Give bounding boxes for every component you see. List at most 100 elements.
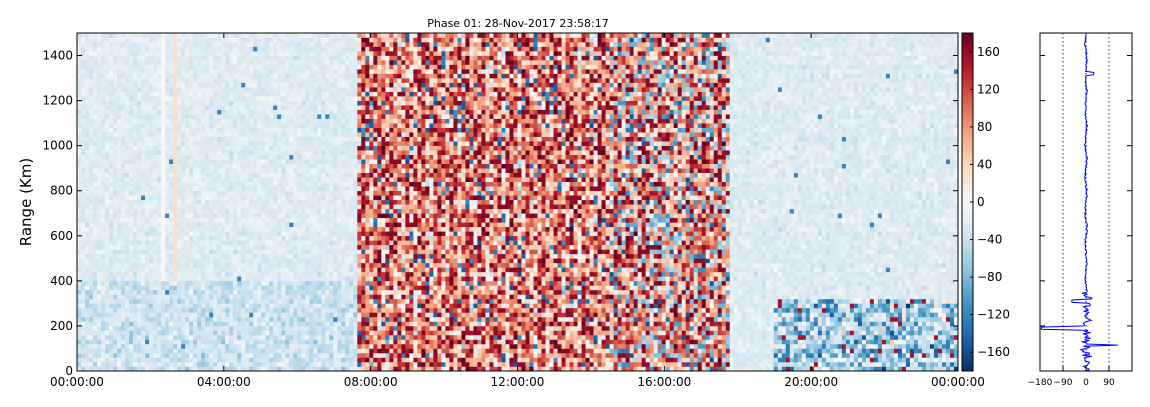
heatmap-cell (97, 128, 101, 133)
heatmap-cell (197, 92, 201, 97)
heatmap-cell (177, 236, 181, 241)
heatmap-cell (197, 173, 201, 178)
heatmap-cell (261, 123, 265, 128)
heatmap-cell (325, 119, 329, 124)
heatmap-cell (241, 155, 245, 160)
heatmap-cell (149, 335, 153, 340)
heatmap-cell (269, 312, 273, 317)
heatmap-cell (237, 87, 241, 92)
heatmap-cell (313, 173, 317, 178)
heatmap-cell (85, 357, 89, 362)
heatmap-cell (293, 258, 297, 263)
heatmap-cell (261, 146, 265, 151)
heatmap-cell (269, 218, 273, 223)
heatmap-cell (157, 240, 161, 245)
heatmap-cell (285, 245, 289, 250)
heatmap-cell (297, 33, 301, 38)
heatmap-cell (205, 146, 209, 151)
heatmap-cell (197, 146, 201, 151)
heatmap-cell (77, 38, 81, 43)
heatmap-cell (305, 38, 309, 43)
heatmap-cell (289, 182, 293, 187)
heatmap-cell (181, 344, 185, 349)
heatmap-cell (281, 353, 285, 358)
heatmap-cell (301, 137, 305, 142)
heatmap-cell (325, 155, 329, 160)
heatmap-cell (253, 326, 257, 331)
heatmap-cell (85, 326, 89, 331)
heatmap-cell (201, 51, 205, 56)
heatmap-cell (165, 182, 169, 187)
heatmap-cell (141, 204, 145, 209)
heatmap-cell (257, 308, 261, 313)
heatmap-cell (169, 290, 173, 295)
heatmap-cell (217, 357, 221, 362)
heatmap-cell (85, 348, 89, 353)
heatmap-cell (93, 105, 97, 110)
heatmap-cell (321, 123, 325, 128)
heatmap-cell (281, 303, 285, 308)
heatmap-cell (213, 330, 217, 335)
heatmap-cell (121, 137, 125, 142)
heatmap-cell (261, 83, 265, 88)
heatmap-cell (201, 254, 205, 259)
heatmap-cell (233, 362, 237, 367)
heatmap-cell (109, 353, 113, 358)
heatmap-cell (85, 87, 89, 92)
heatmap-cell (333, 33, 337, 38)
heatmap-cell (201, 47, 205, 52)
heatmap-cell (281, 209, 285, 214)
heatmap-cell (181, 191, 185, 196)
heatmap-cell (101, 299, 105, 304)
heatmap-cell (265, 312, 269, 317)
heatmap-cell (221, 200, 225, 205)
heatmap-cell (161, 213, 165, 218)
heatmap-cell (189, 303, 193, 308)
heatmap-cell (277, 69, 281, 74)
heatmap-cell (249, 60, 253, 65)
heatmap-cell (137, 362, 141, 367)
heatmap-cell (177, 209, 181, 214)
heatmap-cell (89, 51, 93, 56)
heatmap-cell (129, 285, 133, 290)
heatmap-cell (337, 330, 341, 335)
heatmap-cell (261, 114, 265, 119)
heatmap-cell (77, 155, 81, 160)
heatmap-cell (321, 245, 325, 250)
heatmap-cell (241, 222, 245, 227)
heatmap-cell (161, 186, 165, 191)
heatmap-cell (285, 128, 289, 133)
heatmap-cell (141, 78, 145, 83)
heatmap-cell (137, 348, 141, 353)
heatmap-cell (253, 263, 257, 268)
heatmap-cell (201, 290, 205, 295)
heatmap-cell (333, 308, 337, 313)
heatmap-cell (173, 69, 177, 74)
heatmap-cell (157, 267, 161, 272)
heatmap-cell (341, 348, 345, 353)
heatmap-cell (105, 290, 109, 295)
heatmap-cell (301, 114, 305, 119)
heatmap-cell (185, 348, 189, 353)
heatmap-cell (329, 38, 333, 43)
heatmap-cell (253, 101, 257, 106)
heatmap-cell (225, 56, 229, 61)
heatmap-cell (265, 119, 269, 124)
heatmap-cell (157, 87, 161, 92)
heatmap-cell (237, 299, 241, 304)
heatmap-cell (129, 182, 133, 187)
heatmap-cell (317, 69, 321, 74)
heatmap-cell (81, 335, 85, 340)
heatmap-cell (189, 254, 193, 259)
heatmap-cell (329, 92, 333, 97)
heatmap-cell (93, 78, 97, 83)
heatmap-cell (233, 150, 237, 155)
heatmap-cell (177, 308, 181, 313)
heatmap-cell (301, 285, 305, 290)
heatmap-cell (89, 263, 93, 268)
heatmap-cell (105, 272, 109, 277)
heatmap-cell (297, 335, 301, 340)
heatmap-cell (341, 236, 345, 241)
heatmap-cell (265, 222, 269, 227)
heatmap-cell (157, 348, 161, 353)
